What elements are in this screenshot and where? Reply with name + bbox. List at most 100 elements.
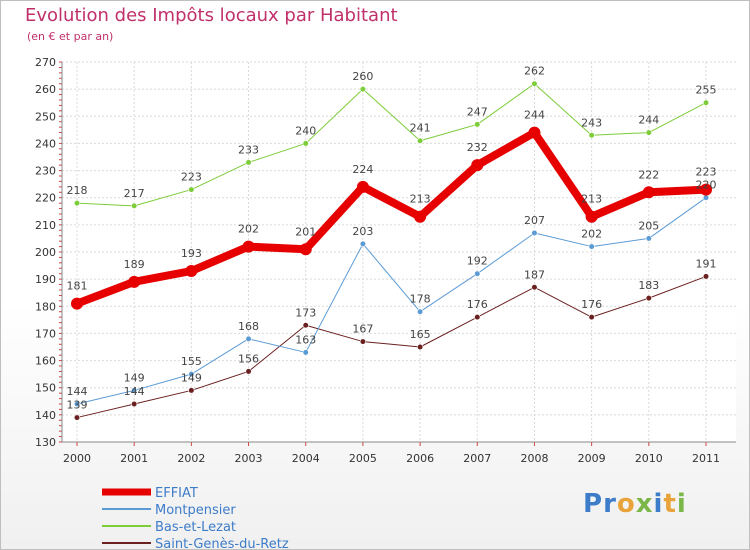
data-label: 181 — [67, 280, 88, 293]
y-tick-label: 240 — [35, 137, 56, 150]
data-point — [359, 240, 367, 247]
data-label: 201 — [295, 225, 316, 238]
logo-letter: P — [583, 489, 604, 519]
data-label: 192 — [467, 255, 488, 268]
legend-label: Saint-Genès-du-Retz — [155, 537, 289, 549]
data-point — [416, 308, 424, 315]
data-point — [531, 80, 538, 87]
data-point — [700, 183, 712, 196]
data-label: 173 — [295, 306, 316, 319]
logo-letter: x — [635, 489, 654, 519]
data-point — [73, 400, 81, 408]
data-label: 168 — [238, 320, 259, 333]
data-label: 149 — [181, 371, 202, 384]
data-point — [528, 126, 541, 139]
data-point — [245, 368, 252, 375]
data-label: 163 — [295, 333, 316, 346]
chart-title: Evolution des Impôts locaux par Habitant — [25, 5, 398, 26]
legend: EFFIAT Montpensier Bas-et-Lezat Saint-Genès… — [102, 486, 289, 549]
axis-layer: 130 140 150 160 170 180 190 200 210 220 230 240 250 2… — [35, 56, 736, 465]
data-label: 233 — [238, 143, 259, 156]
x-tick-label: 2010 — [635, 452, 663, 465]
data-point — [414, 210, 427, 223]
data-point — [302, 349, 309, 356]
data-label: 202 — [581, 228, 602, 241]
data-label: 176 — [467, 298, 488, 311]
data-point — [185, 265, 198, 277]
y-tick-label: 180 — [35, 300, 56, 313]
data-point — [131, 202, 138, 209]
data-label: 223 — [696, 166, 717, 179]
x-tick-label: 2011 — [692, 452, 720, 465]
data-point — [359, 86, 367, 93]
data-point — [645, 129, 652, 136]
data-label: 224 — [352, 163, 373, 176]
data-label: 247 — [467, 105, 488, 118]
data-label: 203 — [352, 225, 373, 238]
data-point — [588, 132, 595, 139]
data-label: 244 — [524, 109, 545, 122]
y-tick-label: 130 — [35, 436, 56, 449]
data-point — [702, 273, 710, 280]
data-label: 139 — [67, 399, 88, 412]
data-point — [245, 335, 252, 342]
x-tick-label: 2006 — [406, 452, 434, 465]
y-tick-label: 230 — [35, 165, 56, 178]
logo-letter: o — [616, 489, 636, 519]
data-label: 207 — [524, 214, 545, 227]
y-tick-label: 210 — [35, 219, 56, 232]
logo-letter: t — [663, 489, 677, 519]
y-tick-label: 200 — [35, 246, 56, 259]
series-line-Saint-Genès-du-Retz — [76, 275, 707, 419]
data-point — [585, 210, 598, 223]
data-point — [71, 297, 83, 310]
series-line-EFFIAT — [73, 128, 710, 308]
data-label: 223 — [181, 171, 202, 184]
data-label: 255 — [696, 84, 717, 97]
data-point — [474, 121, 481, 128]
x-tick-label: 2009 — [578, 452, 606, 465]
data-label: 205 — [638, 219, 659, 232]
proxiti-logo: Proxiti — [583, 489, 687, 519]
data-point — [645, 295, 652, 302]
data-label: 241 — [410, 122, 431, 135]
data-label: 222 — [638, 168, 659, 181]
y-tick-label: 150 — [35, 382, 56, 395]
data-point — [131, 400, 138, 408]
data-label: 191 — [696, 257, 717, 270]
x-tick-label: 2000 — [63, 452, 91, 465]
x-tick-label: 2007 — [463, 452, 491, 465]
grid-layer — [62, 61, 736, 443]
x-tick-label: 2001 — [120, 452, 148, 465]
data-label: 156 — [238, 352, 259, 365]
data-label: 220 — [696, 179, 717, 192]
y-tick-label: 270 — [35, 56, 56, 69]
data-point — [588, 243, 595, 250]
legend-label: Bas-et-Lezat — [155, 520, 236, 535]
data-point — [531, 284, 538, 291]
data-point — [131, 387, 138, 394]
data-point — [359, 338, 367, 345]
data-label: 155 — [181, 355, 202, 368]
data-label: 217 — [124, 187, 145, 200]
data-point — [188, 371, 195, 378]
data-label: 240 — [295, 124, 316, 137]
x-tick-label: 2005 — [349, 452, 377, 465]
data-point — [642, 186, 655, 199]
data-point — [188, 387, 195, 394]
x-tick-label: 2003 — [235, 452, 263, 465]
y-tick-label: 160 — [35, 355, 56, 368]
data-label: 178 — [410, 293, 431, 306]
logo-letter: i — [676, 489, 687, 519]
data-point — [356, 180, 369, 193]
data-label: 193 — [181, 247, 202, 260]
y-tick-label: 260 — [35, 83, 56, 96]
data-point — [588, 314, 595, 321]
logo-letter: i — [653, 489, 664, 519]
data-label: 187 — [524, 268, 545, 281]
series-line-Montpensier — [76, 197, 707, 405]
data-label: 144 — [124, 385, 145, 398]
